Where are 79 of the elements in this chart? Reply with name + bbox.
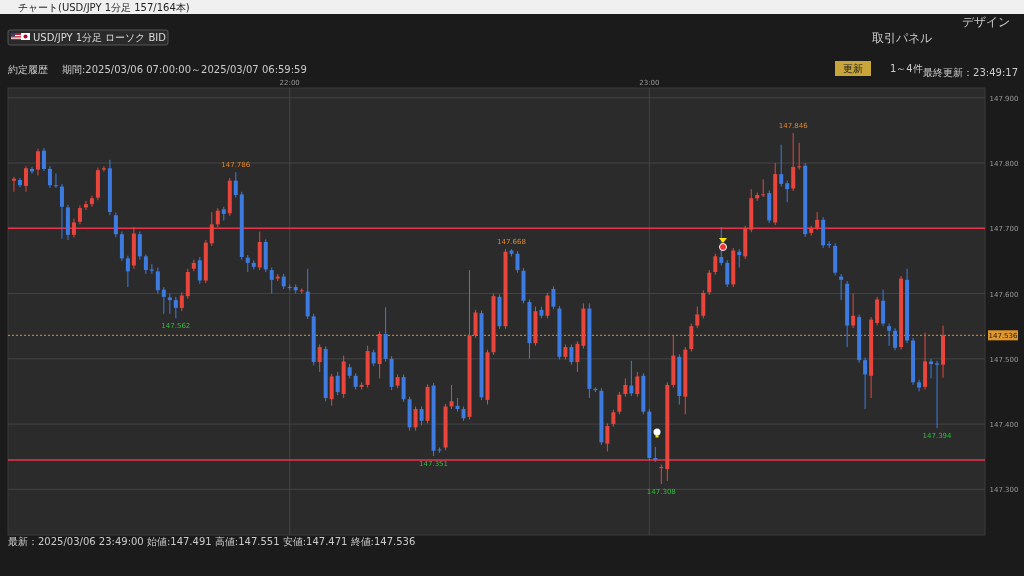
candlestick xyxy=(617,391,622,415)
candlestick xyxy=(23,165,28,193)
candlestick xyxy=(875,296,880,327)
candlestick xyxy=(629,360,634,397)
candlestick xyxy=(71,218,76,238)
candlestick xyxy=(689,323,694,353)
candlestick xyxy=(335,371,340,396)
candlestick xyxy=(59,183,64,240)
text: 1～4件 xyxy=(890,63,923,74)
candlestick xyxy=(101,165,106,173)
text: デザイン xyxy=(962,15,1010,29)
candlestick xyxy=(197,256,202,285)
candlestick xyxy=(887,323,892,347)
candlestick xyxy=(545,292,550,319)
candlestick xyxy=(791,132,796,192)
candlestick xyxy=(785,180,790,203)
candlestick xyxy=(113,212,118,238)
candlestick xyxy=(551,285,556,310)
candlestick xyxy=(449,384,454,410)
candlestick xyxy=(41,147,46,172)
candlestick xyxy=(137,231,142,261)
candlestick xyxy=(35,148,40,176)
candlestick xyxy=(53,172,58,189)
text: 最終更新：23:49:17 xyxy=(923,67,1018,78)
candlestick xyxy=(935,360,940,429)
candlestick xyxy=(863,357,868,410)
candlestick xyxy=(77,204,82,225)
candlestick xyxy=(299,287,304,295)
candlestick xyxy=(881,289,886,327)
candlestick xyxy=(893,327,898,351)
candlestick xyxy=(635,371,640,398)
candlestick xyxy=(419,405,424,426)
text: 取引パネル xyxy=(872,31,932,45)
candlestick xyxy=(605,422,610,452)
text: 最新：2025/03/06 23:49:00 始値:147.491 高値:147.551 安値:147.471 終値:147.536 xyxy=(8,536,416,547)
candlestick xyxy=(737,248,742,268)
text: 更新 xyxy=(843,63,863,74)
candlestick xyxy=(701,289,706,319)
candlestick xyxy=(125,255,130,288)
candlestick xyxy=(779,144,784,188)
candlestick xyxy=(179,291,184,312)
candlestick xyxy=(11,176,16,193)
candlestick xyxy=(839,273,844,301)
candlestick xyxy=(317,343,322,373)
candlestick xyxy=(209,211,214,247)
candlestick xyxy=(167,293,172,315)
candlestick xyxy=(473,309,478,339)
text: 約定履歴 xyxy=(8,64,48,75)
candlestick xyxy=(329,373,334,407)
candlestick xyxy=(575,340,580,373)
candlestick xyxy=(155,266,160,295)
candlestick xyxy=(233,171,238,199)
candlestick xyxy=(659,464,664,485)
text: 期間:2025/03/06 07:00:00～2025/03/07 06:59:59 xyxy=(62,64,307,75)
candlestick xyxy=(695,306,700,329)
candlestick xyxy=(83,200,88,211)
candlestick xyxy=(851,293,856,329)
candlestick xyxy=(707,269,712,296)
candlestick xyxy=(89,195,94,208)
candlestick xyxy=(815,211,820,231)
candlestick xyxy=(713,253,718,276)
candlestick xyxy=(623,377,628,398)
candlestick xyxy=(149,263,154,275)
candlestick xyxy=(173,296,178,319)
chart-title: チャート(USD/JPY 1分足 157/164本) xyxy=(18,2,190,13)
candlestick xyxy=(143,253,148,275)
chart-subtitle: USD/JPY 1分足 ローソク BID xyxy=(33,32,167,43)
candlestick xyxy=(929,358,934,379)
candlestick xyxy=(569,343,574,366)
candlestick xyxy=(269,266,274,295)
candlestick xyxy=(47,165,52,189)
candlestick xyxy=(161,286,166,315)
candlestick xyxy=(725,259,730,288)
candlestick xyxy=(797,142,802,171)
candlestick xyxy=(413,405,418,432)
candlestick xyxy=(401,373,406,403)
candlestick xyxy=(761,178,766,198)
candlestick xyxy=(215,207,220,228)
candlestick xyxy=(515,250,520,274)
